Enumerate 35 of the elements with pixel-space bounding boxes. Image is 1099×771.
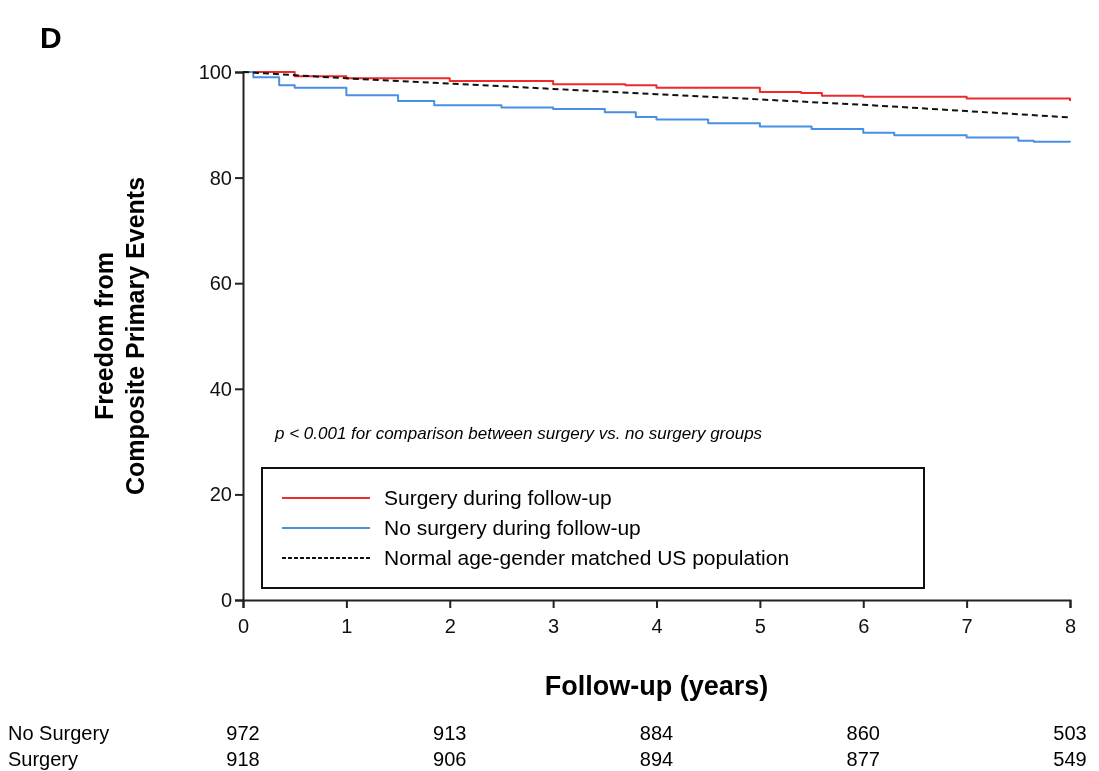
text: 972 xyxy=(226,722,260,744)
x-tick-label: 4 xyxy=(651,615,663,637)
legend-label: No surgery during follow-up xyxy=(384,516,641,539)
x-tick-label: 5 xyxy=(754,615,766,637)
x-tick-label: 6 xyxy=(858,615,870,637)
line-series xyxy=(242,71,1071,119)
y-tick-label: 20 xyxy=(209,483,232,506)
x-tick-label: 8 xyxy=(1064,615,1077,637)
text: 549 xyxy=(1053,748,1087,770)
text: 918 xyxy=(226,748,260,770)
text: 913 xyxy=(433,722,467,744)
text: 877 xyxy=(846,748,880,770)
x-tick-label: 7 xyxy=(961,615,973,637)
y-tick-label: 80 xyxy=(209,166,232,189)
y-tick-label: 60 xyxy=(209,272,232,295)
y-tick-label: 40 xyxy=(209,377,232,400)
legend-label: Surgery during follow-up xyxy=(384,486,612,509)
x-tick-label: 1 xyxy=(341,615,353,637)
y-axis-title: Freedom from Composite Primary Events xyxy=(90,176,150,496)
text: 906 xyxy=(433,748,467,770)
x-axis-title: Follow-up (years) xyxy=(544,671,769,701)
x-tick-label: 2 xyxy=(444,615,456,637)
text: No Surgery xyxy=(8,722,110,744)
chart-title: D xyxy=(40,21,62,54)
x-tick-label: 3 xyxy=(548,615,560,637)
legend-label: Normal age-gender matched US population xyxy=(384,546,790,569)
annotation: p < 0.001 for comparison between surgery vs. no surgery groups xyxy=(274,424,763,443)
text: 503 xyxy=(1053,722,1087,744)
text: 860 xyxy=(846,722,880,744)
y-tick-label: 0 xyxy=(220,588,232,611)
text: Surgery xyxy=(8,748,79,770)
text: 884 xyxy=(639,722,674,744)
x-tick-label: 0 xyxy=(237,615,250,637)
text: 894 xyxy=(639,748,674,770)
y-tick-label: 100 xyxy=(198,60,232,83)
